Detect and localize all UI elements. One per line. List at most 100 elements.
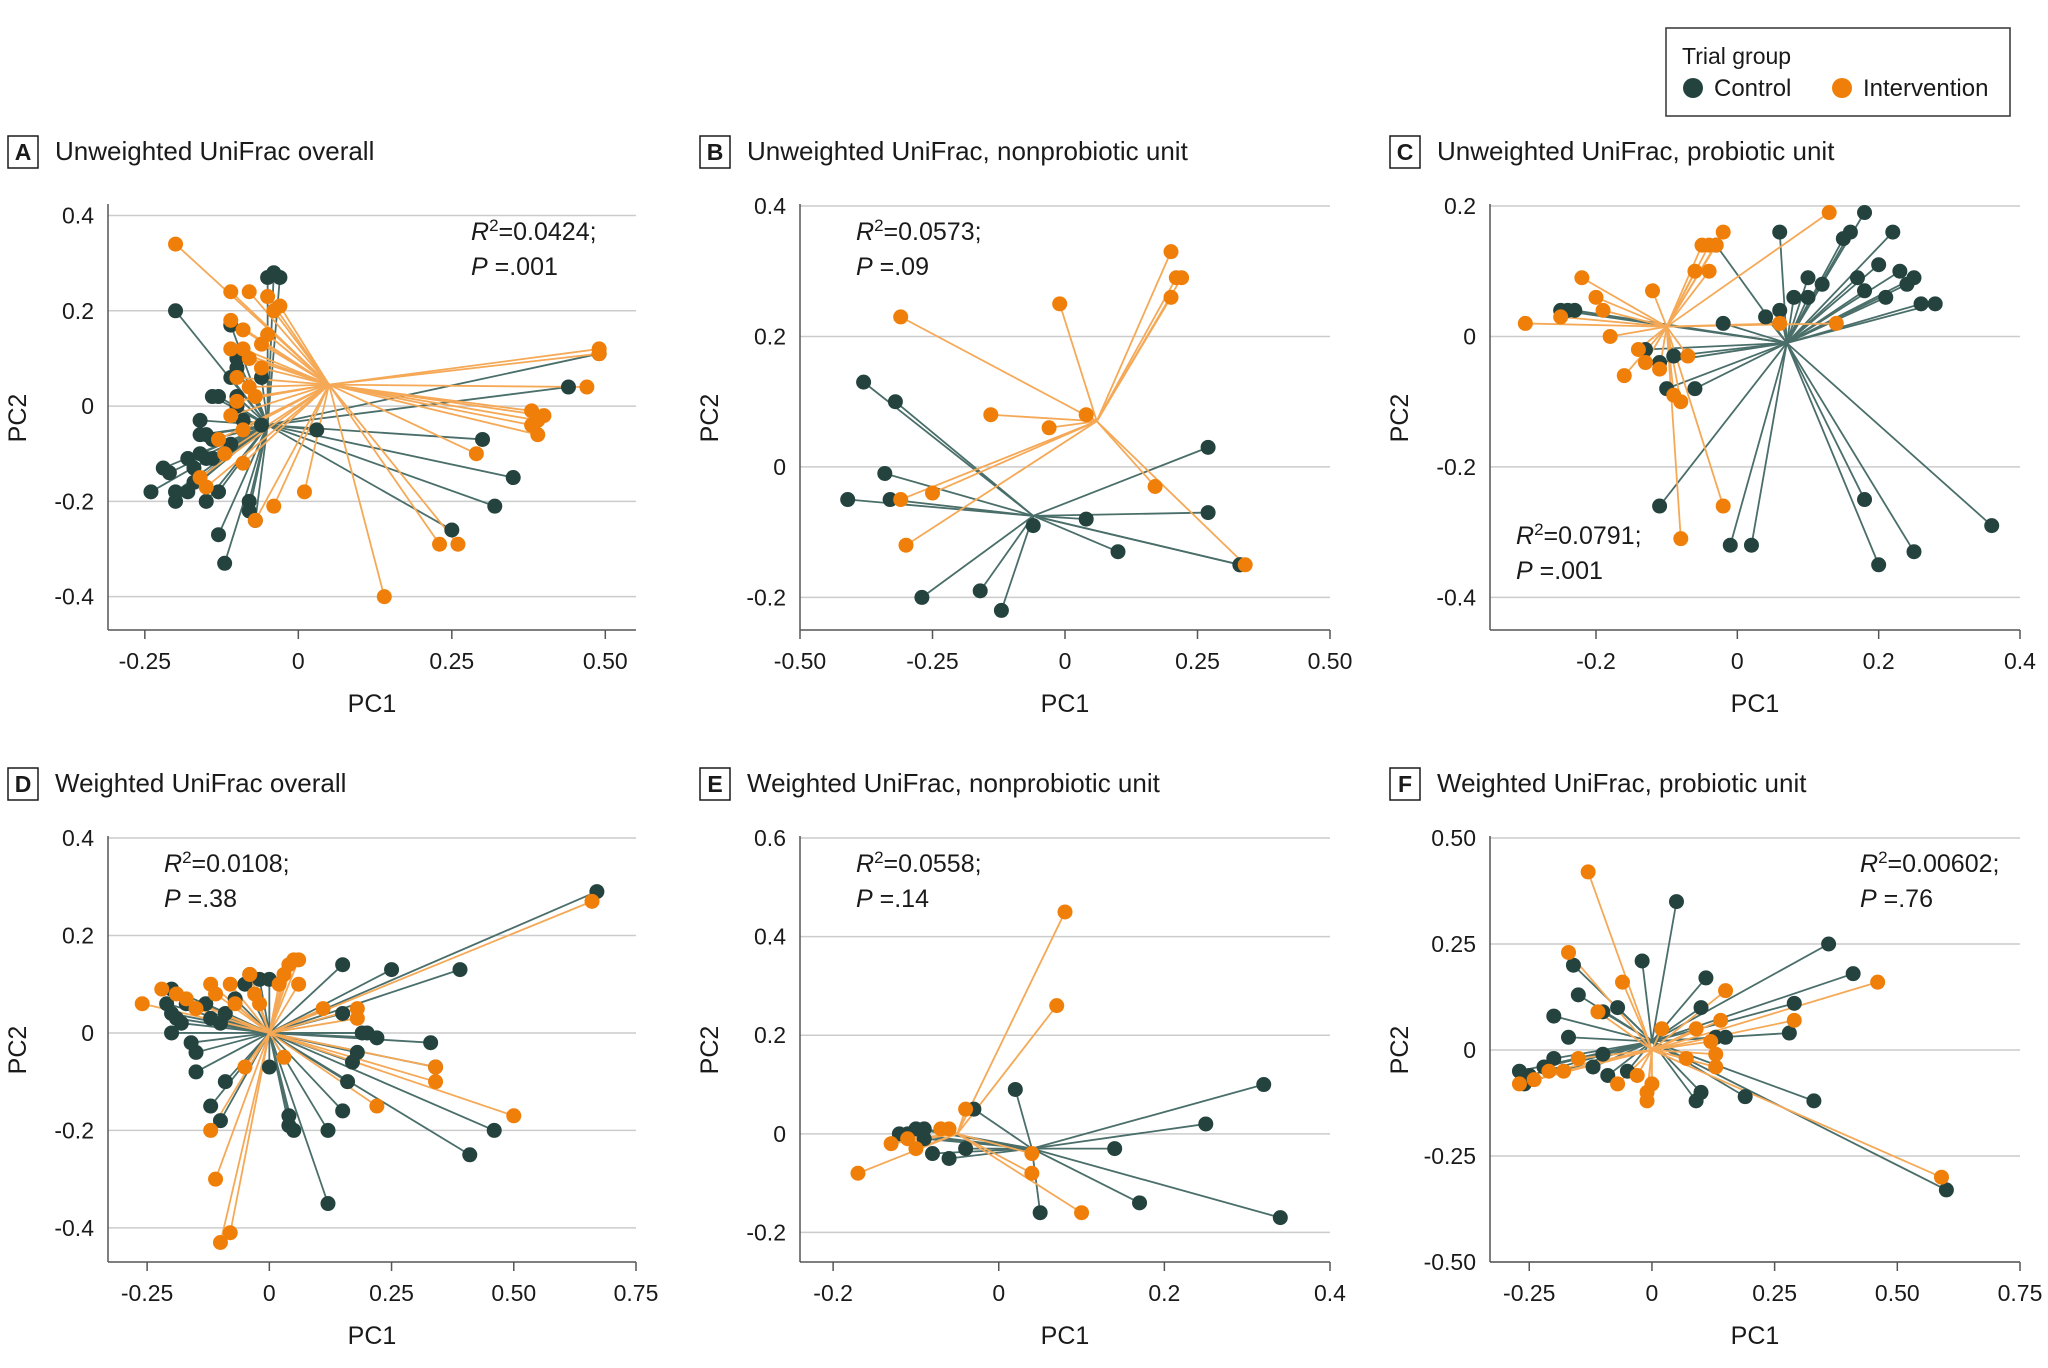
intervention-spoke bbox=[1651, 1019, 1722, 1051]
intervention-spoke bbox=[1525, 322, 1667, 328]
intervention-point bbox=[1673, 394, 1689, 410]
y-tick-label: 0.4 bbox=[754, 193, 786, 219]
x-tick-label: 0.75 bbox=[614, 1280, 659, 1306]
control-spoke bbox=[1607, 1040, 1653, 1077]
intervention-spoke bbox=[932, 420, 1098, 494]
intervention-spoke bbox=[1665, 244, 1710, 328]
intervention-point bbox=[850, 1165, 866, 1181]
intervention-point bbox=[1615, 974, 1630, 990]
control-point bbox=[369, 1030, 385, 1046]
control-spoke bbox=[1722, 322, 1788, 344]
control-point bbox=[505, 470, 521, 486]
control-point bbox=[143, 484, 159, 500]
intervention-point bbox=[506, 1108, 522, 1124]
control-point bbox=[198, 493, 214, 509]
control-point bbox=[1200, 505, 1216, 521]
control-point bbox=[212, 1113, 228, 1129]
intervention-point bbox=[247, 389, 263, 405]
intervention-spoke bbox=[1578, 1049, 1653, 1060]
control-point bbox=[1772, 302, 1788, 318]
r-squared-label: R2=0.0791; bbox=[1516, 520, 1642, 550]
control-spoke bbox=[269, 1032, 431, 1044]
control-point bbox=[1715, 315, 1731, 331]
x-tick-label: 0.2 bbox=[1863, 648, 1895, 674]
intervention-spoke bbox=[1602, 309, 1667, 328]
y-axis-label: PC2 bbox=[1386, 394, 1414, 443]
intervention-point bbox=[1147, 478, 1163, 494]
control-spoke bbox=[1786, 276, 1915, 344]
legend-intervention-marker bbox=[1832, 78, 1852, 98]
control-point bbox=[1688, 1093, 1704, 1109]
control-spoke bbox=[268, 1032, 344, 1112]
control-point bbox=[1857, 283, 1873, 299]
intervention-spoke bbox=[1666, 211, 1830, 328]
intervention-point bbox=[1588, 289, 1604, 305]
y-tick-label: -0.2 bbox=[746, 1219, 786, 1245]
control-spoke bbox=[1641, 960, 1653, 1042]
control-point bbox=[877, 465, 893, 481]
y-axis-label: PC2 bbox=[696, 394, 724, 443]
intervention-spoke bbox=[261, 343, 330, 386]
intervention-spoke bbox=[329, 383, 587, 388]
control-point bbox=[335, 957, 351, 973]
intervention-point bbox=[1602, 328, 1618, 344]
control-point bbox=[1132, 1195, 1148, 1211]
y-axis-label: PC2 bbox=[696, 1026, 724, 1075]
control-point bbox=[1938, 1182, 1954, 1198]
intervention-point bbox=[1574, 270, 1590, 286]
intervention-spoke bbox=[1609, 325, 1667, 338]
intervention-point bbox=[908, 1141, 924, 1157]
panel-b: B Unweighted UniFrac, nonprobiotic unit -0… bbox=[696, 135, 1352, 718]
x-tick-label: 0.50 bbox=[491, 1280, 536, 1306]
panel-letter: D bbox=[15, 771, 32, 797]
x-axis-label: PC1 bbox=[1041, 690, 1090, 718]
control-spoke bbox=[174, 310, 269, 426]
intervention-point bbox=[925, 485, 940, 501]
control-spoke bbox=[1658, 342, 1788, 507]
control-point bbox=[1561, 1029, 1577, 1045]
control-point bbox=[916, 1131, 932, 1147]
intervention-point bbox=[1821, 205, 1837, 221]
intervention-point bbox=[223, 284, 239, 300]
control-spoke bbox=[1651, 1040, 1947, 1191]
intervention-point bbox=[1644, 1076, 1660, 1092]
intervention-spoke bbox=[1621, 981, 1653, 1051]
control-point bbox=[335, 1103, 351, 1119]
x-tick-label: 0 bbox=[292, 648, 305, 674]
control-point bbox=[1567, 302, 1583, 318]
control-point bbox=[168, 493, 184, 509]
control-spoke bbox=[1651, 943, 1830, 1043]
legend-intervention-label: Intervention bbox=[1863, 75, 1988, 102]
y-tick-label: 0 bbox=[81, 1020, 94, 1046]
intervention-spoke bbox=[261, 367, 330, 386]
control-point bbox=[423, 1035, 439, 1051]
control-point bbox=[1892, 263, 1908, 279]
intervention-spoke bbox=[303, 384, 330, 493]
x-tick-label: 0 bbox=[1646, 1280, 1659, 1306]
panel-letter-box bbox=[1389, 767, 1421, 801]
intervention-point bbox=[1174, 270, 1190, 286]
control-point bbox=[1634, 953, 1650, 969]
x-tick-label: 0.50 bbox=[583, 648, 628, 674]
control-point bbox=[1666, 348, 1682, 364]
control-point bbox=[1984, 518, 2000, 534]
control-point bbox=[1786, 995, 1802, 1011]
control-point bbox=[340, 1074, 356, 1090]
control-point bbox=[1878, 289, 1894, 305]
x-tick-label: 0.75 bbox=[1998, 1280, 2043, 1306]
intervention-point bbox=[217, 446, 233, 462]
control-spoke bbox=[973, 1108, 1033, 1150]
intervention-point bbox=[536, 408, 552, 424]
intervention-point bbox=[1049, 998, 1065, 1014]
control-spoke bbox=[979, 515, 1034, 592]
control-point bbox=[1722, 537, 1738, 553]
x-tick-label: 0.25 bbox=[429, 648, 474, 674]
intervention-spoke bbox=[269, 1032, 515, 1117]
intervention-point bbox=[1163, 244, 1179, 260]
legend-title: Trial group bbox=[1682, 43, 1791, 69]
intervention-point bbox=[1772, 315, 1788, 331]
intervention-point bbox=[203, 1122, 219, 1138]
r-squared-label: R2=0.0573; bbox=[856, 216, 982, 246]
panel-a: A Unweighted UniFrac overall -0.4 -0.2 0 0.2 0… bbox=[4, 135, 636, 718]
intervention-point bbox=[941, 1121, 957, 1137]
